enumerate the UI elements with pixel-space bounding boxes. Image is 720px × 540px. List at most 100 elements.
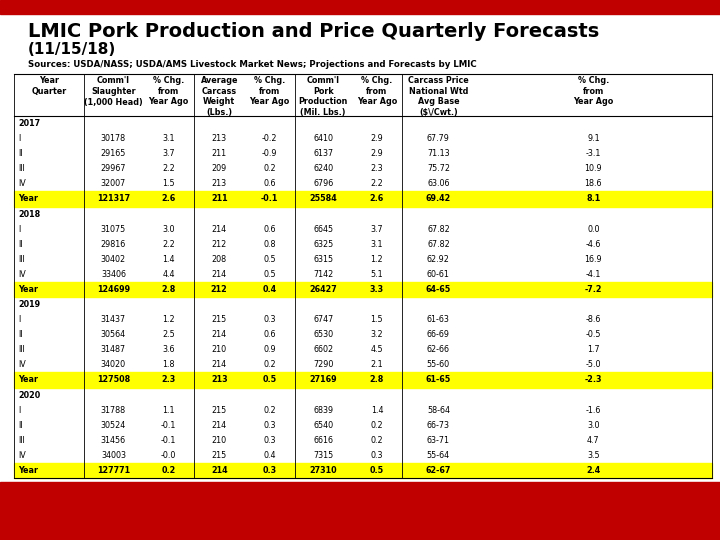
- Text: 6796: 6796: [313, 179, 333, 188]
- Text: 3.7: 3.7: [162, 149, 175, 158]
- Text: 210: 210: [212, 345, 227, 354]
- Text: 1.2: 1.2: [162, 315, 175, 324]
- Text: 3.1: 3.1: [371, 240, 383, 249]
- Text: 31487: 31487: [101, 345, 126, 354]
- Text: Average
Carcass
Weight
(Lbs.): Average Carcass Weight (Lbs.): [200, 76, 238, 117]
- Text: IV: IV: [18, 360, 26, 369]
- Text: 2.8: 2.8: [161, 285, 176, 294]
- Text: 6747: 6747: [313, 315, 333, 324]
- Text: 214: 214: [211, 466, 228, 475]
- Text: 0.3: 0.3: [264, 421, 276, 430]
- Text: (11/15/18): (11/15/18): [28, 42, 116, 57]
- Text: 0.2: 0.2: [263, 360, 276, 369]
- Text: 4.4: 4.4: [162, 270, 175, 279]
- Text: 58-64: 58-64: [427, 406, 450, 415]
- Text: 2.8: 2.8: [370, 375, 384, 384]
- Text: 0.6: 0.6: [264, 330, 276, 339]
- Text: II: II: [18, 330, 22, 339]
- Text: 67.82: 67.82: [427, 240, 450, 249]
- Text: 31075: 31075: [101, 225, 126, 234]
- Text: 55-60: 55-60: [427, 360, 450, 369]
- Text: 29165: 29165: [101, 149, 126, 158]
- Text: 3.6: 3.6: [162, 345, 175, 354]
- Bar: [14, 373, 712, 388]
- Text: 4.7: 4.7: [587, 436, 600, 445]
- Text: % Chg.
from
Year Ago: % Chg. from Year Ago: [249, 76, 289, 106]
- Text: 0.2: 0.2: [371, 436, 383, 445]
- Text: I: I: [18, 315, 20, 324]
- Text: 63.06: 63.06: [427, 179, 449, 188]
- Text: -2.3: -2.3: [585, 375, 602, 384]
- Text: 2.4: 2.4: [586, 466, 600, 475]
- Text: 69.42: 69.42: [426, 194, 451, 204]
- Text: 213: 213: [212, 179, 227, 188]
- Text: 6540: 6540: [313, 421, 333, 430]
- Text: 211: 211: [212, 149, 227, 158]
- Text: III: III: [18, 255, 24, 264]
- Text: I: I: [18, 134, 20, 143]
- Text: 213: 213: [212, 134, 227, 143]
- Text: 61-63: 61-63: [427, 315, 450, 324]
- Text: -8.6: -8.6: [585, 315, 601, 324]
- Text: -0.1: -0.1: [261, 194, 278, 204]
- Text: 3.1: 3.1: [162, 134, 175, 143]
- Text: 6616: 6616: [313, 436, 333, 445]
- Text: 66-73: 66-73: [427, 421, 450, 430]
- Text: 31437: 31437: [101, 315, 126, 324]
- Text: 75.72: 75.72: [427, 164, 450, 173]
- Text: 213: 213: [211, 375, 228, 384]
- Text: 27169: 27169: [310, 375, 337, 384]
- Text: 0.5: 0.5: [262, 375, 276, 384]
- Text: 1.1: 1.1: [162, 406, 175, 415]
- Text: 212: 212: [211, 285, 228, 294]
- Text: -0.9: -0.9: [261, 149, 277, 158]
- Text: 10.9: 10.9: [585, 164, 602, 173]
- Text: 2018: 2018: [18, 210, 40, 219]
- Text: 3.2: 3.2: [371, 330, 383, 339]
- Text: 33406: 33406: [101, 270, 126, 279]
- Text: Carcass Price
National Wtd
Avg Base
($\/Cwt.): Carcass Price National Wtd Avg Base ($\/…: [408, 76, 469, 117]
- Text: 3.5: 3.5: [587, 451, 600, 460]
- Text: 214: 214: [212, 330, 227, 339]
- Text: -4.1: -4.1: [585, 270, 601, 279]
- Text: 0.2: 0.2: [161, 466, 176, 475]
- Text: Year
Quarter: Year Quarter: [31, 76, 66, 96]
- Text: -0.1: -0.1: [161, 421, 176, 430]
- Text: 2.2: 2.2: [371, 179, 383, 188]
- Text: -1.6: -1.6: [585, 406, 601, 415]
- Text: Year: Year: [18, 285, 38, 294]
- Text: 210: 210: [212, 436, 227, 445]
- Text: 0.2: 0.2: [371, 421, 383, 430]
- Text: -0.1: -0.1: [161, 436, 176, 445]
- Text: 6645: 6645: [313, 225, 333, 234]
- Text: 0.6: 0.6: [264, 225, 276, 234]
- Text: 66-69: 66-69: [427, 330, 450, 339]
- Text: 2.3: 2.3: [371, 164, 383, 173]
- Text: 1.5: 1.5: [162, 179, 175, 188]
- Text: Year: Year: [18, 194, 38, 204]
- Text: % Chg.
from
Year Ago: % Chg. from Year Ago: [357, 76, 397, 106]
- Text: 214: 214: [212, 421, 227, 430]
- Text: 215: 215: [212, 406, 227, 415]
- Text: IV: IV: [18, 179, 26, 188]
- Text: 0.3: 0.3: [371, 451, 383, 460]
- Text: 127508: 127508: [96, 375, 130, 384]
- Text: Year: Year: [18, 375, 38, 384]
- Text: II: II: [18, 421, 22, 430]
- Text: I: I: [18, 406, 20, 415]
- Text: III: III: [18, 436, 24, 445]
- Text: 7290: 7290: [313, 360, 333, 369]
- Text: 0.2: 0.2: [263, 406, 276, 415]
- Text: 6530: 6530: [313, 330, 333, 339]
- Text: 1.8: 1.8: [162, 360, 175, 369]
- Text: Comm'l
Pork
Production
(Mil. Lbs.): Comm'l Pork Production (Mil. Lbs.): [299, 76, 348, 117]
- Text: 0.6: 0.6: [264, 179, 276, 188]
- Text: 2020: 2020: [18, 390, 40, 400]
- Text: 62-67: 62-67: [426, 466, 451, 475]
- Text: 3.0: 3.0: [162, 225, 175, 234]
- Text: -3.1: -3.1: [585, 149, 601, 158]
- Text: 62-66: 62-66: [427, 345, 450, 354]
- Text: II: II: [18, 149, 22, 158]
- Text: IV: IV: [18, 270, 26, 279]
- Text: 6137: 6137: [313, 149, 333, 158]
